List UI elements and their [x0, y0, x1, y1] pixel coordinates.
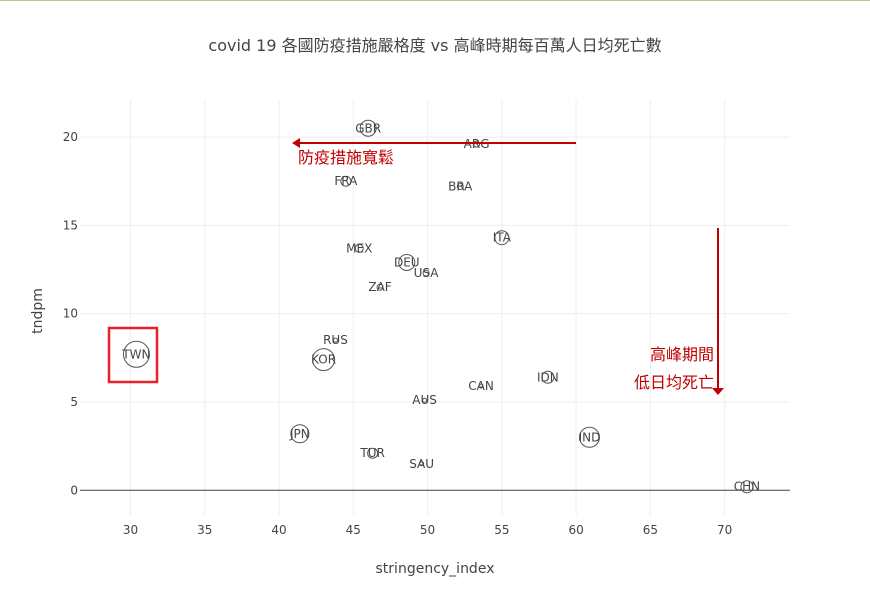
point-label: BRA: [448, 180, 473, 194]
x-tick-label: 30: [123, 523, 138, 537]
point-label: TWN: [121, 347, 150, 361]
point-marker: [422, 397, 428, 403]
data-point-jpn: JPN: [289, 424, 310, 444]
point-marker: [367, 447, 379, 459]
x-tick-labels: 30 35 40 45 50 55 60 65 70: [123, 523, 732, 537]
x-tick-label: 40: [271, 523, 286, 537]
data-point-chn: CHN: [734, 480, 760, 494]
low-death-annotation-line1: 高峰期間: [650, 345, 714, 364]
data-point-zaf: ZAF: [368, 280, 391, 294]
y-tick-label: 20: [63, 130, 78, 144]
point-label: USA: [414, 266, 440, 280]
data-point-ind: IND: [578, 426, 601, 448]
x-tick-label: 60: [568, 523, 583, 537]
point-label: IND: [579, 430, 601, 444]
twn-highlight-box: [107, 326, 159, 384]
y-tick-label: 0: [70, 483, 78, 497]
data-point-aus: AUS: [412, 393, 437, 407]
data-point-rus: RUS: [323, 333, 348, 347]
point-label: SAU: [409, 457, 434, 471]
data-point-bra: BRA: [448, 180, 473, 194]
x-tick-label: 65: [643, 523, 658, 537]
point-marker: [422, 269, 430, 277]
point-marker: [456, 183, 464, 191]
point-marker: [740, 480, 754, 494]
point-label: MEX: [346, 241, 372, 255]
point-label: KOR: [311, 353, 336, 367]
point-label: ZAF: [368, 280, 391, 294]
point-label: FRA: [334, 174, 358, 188]
top-border-line: [0, 0, 870, 1]
point-label: TUR: [359, 446, 384, 460]
point-marker: [578, 426, 600, 448]
point-label: CAN: [468, 379, 494, 393]
point-marker: [398, 253, 416, 271]
point-label: RUS: [323, 333, 348, 347]
x-tick-label: 35: [197, 523, 212, 537]
point-marker: [541, 370, 555, 384]
point-marker: [478, 383, 484, 389]
chart-title: covid 19 各國防疫措施嚴格度 vs 高峰時期每百萬人日均死亡數: [208, 36, 661, 55]
point-marker: [494, 230, 510, 246]
low-death-arrow-head: [712, 388, 724, 395]
y-tick-labels: 0 5 10 15 20: [63, 130, 78, 497]
low-death-annotation-line2: 低日均死亡: [634, 373, 714, 392]
point-label: CHN: [734, 480, 760, 494]
y-tick-label: 5: [70, 395, 78, 409]
point-marker: [290, 424, 310, 444]
point-label: AUS: [412, 393, 437, 407]
data-point-ita: ITA: [493, 230, 512, 246]
data-point-gbr: GBR: [355, 119, 381, 137]
point-marker: [122, 340, 150, 368]
point-marker: [340, 175, 352, 187]
x-tick-label: 50: [420, 523, 435, 537]
data-point-fra: FRA: [334, 174, 358, 188]
x-tick-label: 70: [717, 523, 732, 537]
point-label: GBR: [355, 121, 381, 135]
loosening-annotation: 防疫措施寬鬆: [298, 148, 394, 167]
grid-lines: [80, 100, 790, 515]
x-tick-label: 55: [494, 523, 509, 537]
data-point-can: CAN: [468, 379, 494, 393]
y-tick-label: 10: [63, 307, 78, 321]
point-marker: [332, 337, 338, 343]
point-marker: [376, 283, 384, 291]
y-axis-title: tndpm: [30, 288, 46, 334]
point-label: ITA: [493, 231, 512, 245]
data-point-idn: IDN: [537, 370, 559, 384]
y-tick-label: 15: [63, 218, 78, 232]
data-point-deu: DEU: [394, 253, 420, 271]
data-point-sau: SAU: [409, 457, 434, 471]
point-label: ARG: [464, 137, 490, 151]
x-tick-label: 45: [346, 523, 361, 537]
data-point-tur: TUR: [359, 446, 384, 460]
point-marker: [354, 243, 364, 253]
data-point-mex: MEX: [346, 241, 372, 255]
point-marker: [312, 348, 336, 372]
data-point-usa: USA: [414, 266, 440, 280]
point-marker: [473, 140, 481, 148]
data-point-arg: ARG: [464, 137, 490, 151]
point-marker: [419, 461, 425, 467]
x-axis-title: stringency_index: [376, 561, 495, 577]
point-label: DEU: [394, 255, 420, 269]
point-label: JPN: [289, 427, 310, 441]
data-point-twn: TWN: [121, 340, 151, 368]
point-marker: [359, 119, 377, 137]
data-point-kor: KOR: [311, 348, 336, 372]
loosening-arrow-head: [292, 138, 300, 148]
point-label: IDN: [537, 370, 559, 384]
